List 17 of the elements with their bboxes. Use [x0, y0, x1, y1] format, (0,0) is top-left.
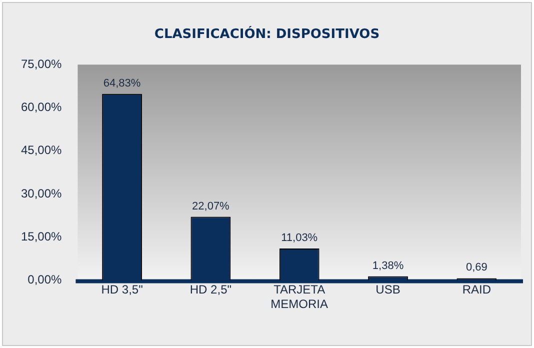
y-tick-label: 0,00%: [28, 272, 62, 287]
y-tick-label: 45,00%: [20, 143, 62, 158]
data-label: 1,38%: [372, 260, 404, 272]
x-tick-label: HD 2,5": [190, 282, 232, 297]
x-tick-label: RAID: [462, 282, 492, 297]
y-tick-label: 15,00%: [20, 229, 62, 244]
y-tick-label: 75,00%: [20, 56, 62, 71]
x-tick-label: TARJETA MEMORIA: [270, 282, 328, 312]
data-label: 64,83%: [103, 77, 141, 90]
y-tick-label: 60,00%: [20, 100, 62, 114]
data-label: 0,69: [466, 262, 488, 274]
x-tick-label: USB: [376, 282, 400, 297]
y-tick-label: 30,00%: [20, 186, 62, 200]
chart-title: CLASIFICACIÓN: DISPOSITIVOS: [154, 25, 380, 42]
data-label: 11,03%: [281, 232, 318, 244]
x-tick-label: HD 3,5": [101, 282, 143, 297]
data-label: 22,07%: [192, 200, 230, 212]
